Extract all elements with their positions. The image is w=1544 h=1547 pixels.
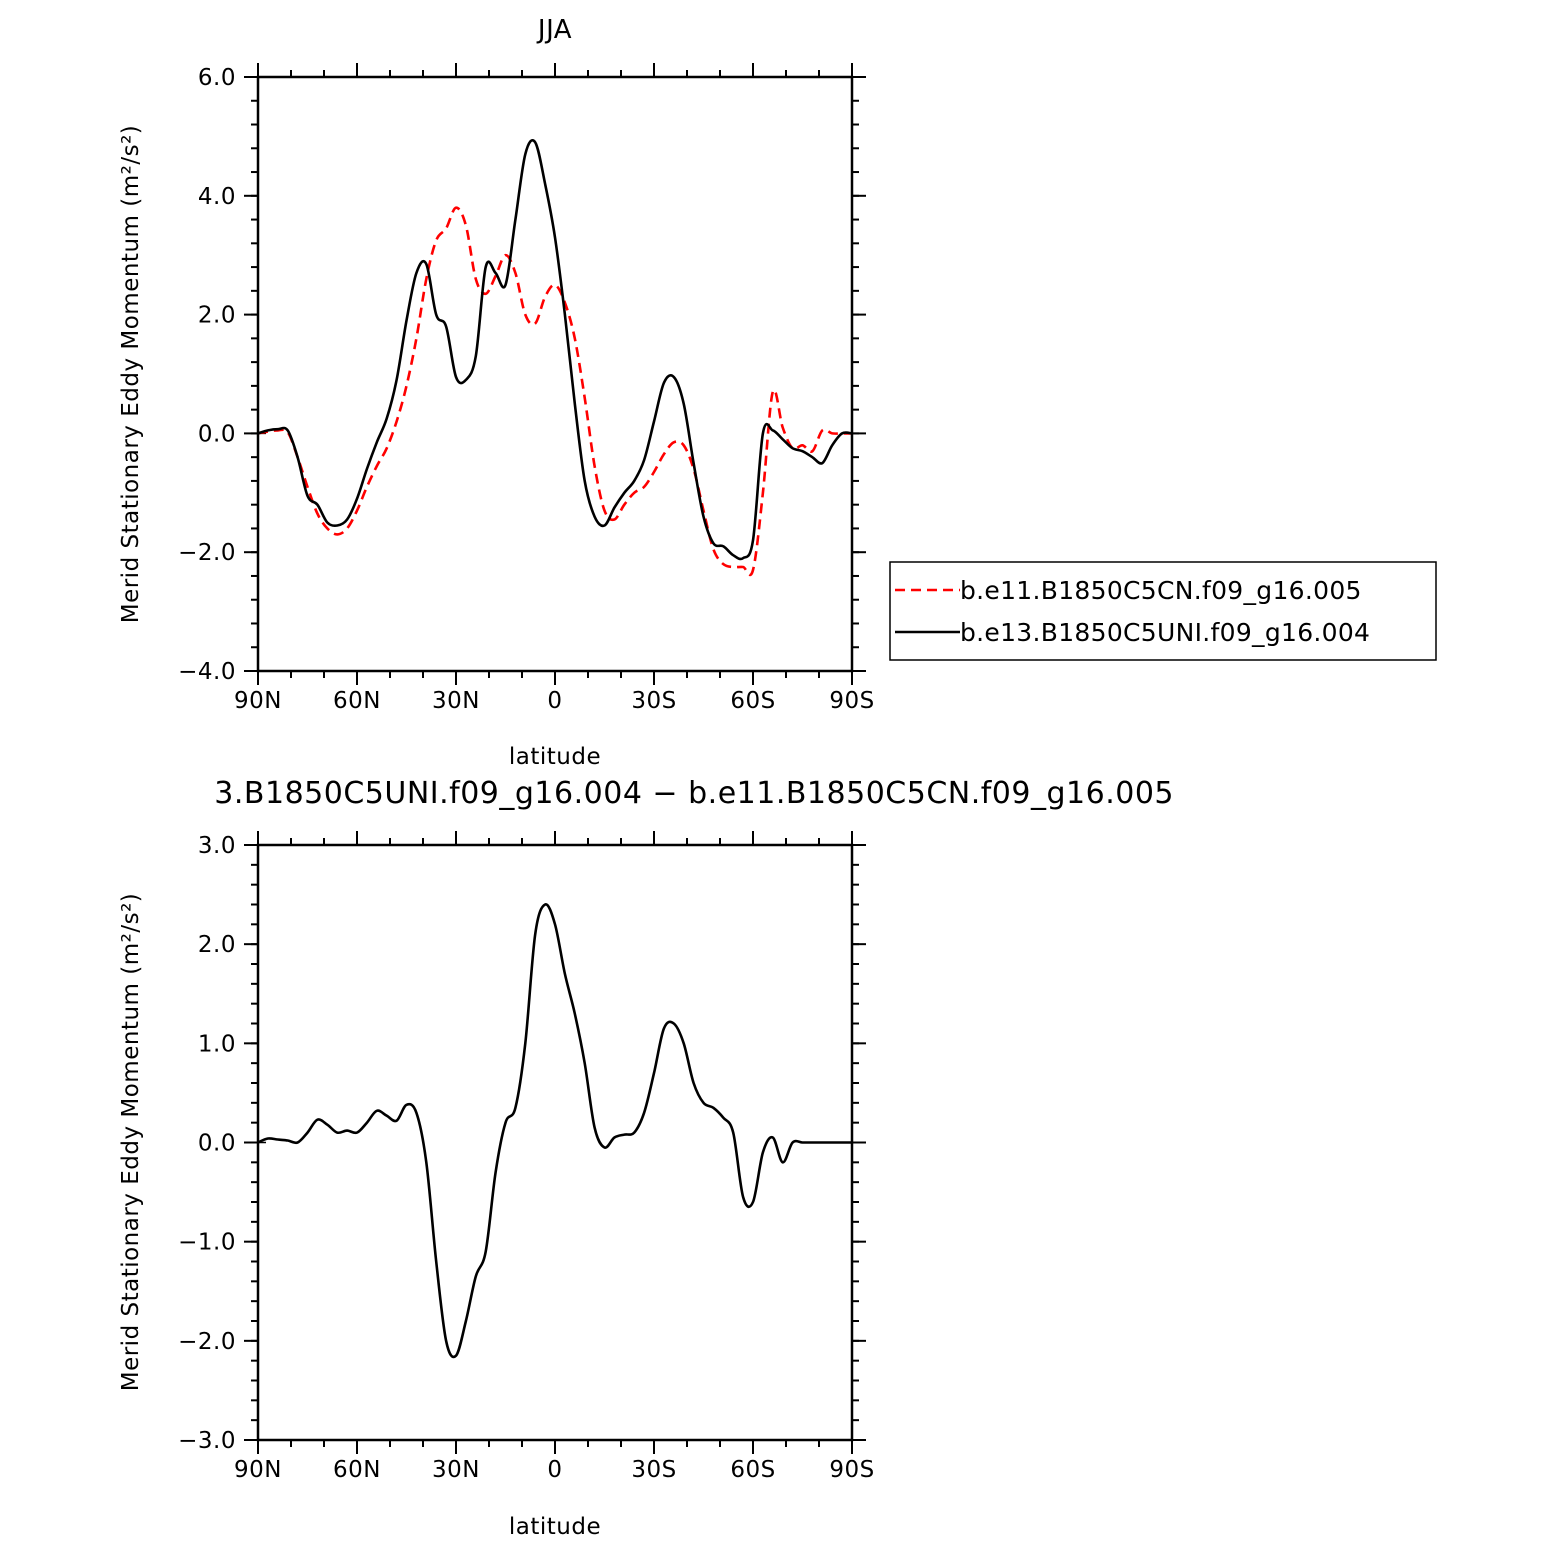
series-line-0	[257, 903, 852, 1359]
x-tick-label: 0	[547, 1457, 562, 1483]
x-tick-label: 30N	[432, 1457, 480, 1483]
y-tick-label: −2.0	[178, 1329, 236, 1355]
x-tick-label: 30N	[432, 688, 480, 714]
bottom-chart-ylabel: Merid Stationary Eddy Momentum (m²/s²)	[118, 893, 144, 1392]
top-chart-ticks: 90N 60N 30N 0 30S 60S 90S −4.0 −2.0 0.0 2.0 4.0 6.0	[178, 63, 874, 714]
y-tick-label: 6.0	[198, 65, 236, 91]
top-chart: JJA Merid Stationary Eddy Momentum (m²/s…	[118, 15, 1437, 770]
x-tick-label: 60N	[333, 1457, 381, 1483]
bottom-chart-title: 3.B1850C5UNI.f09_g16.004 − b.e11.B1850C5…	[214, 776, 1174, 811]
y-tick-label: −2.0	[178, 540, 236, 566]
bottom-chart-series	[257, 903, 852, 1359]
y-tick-label: −1.0	[178, 1230, 236, 1256]
x-tick-label: 90S	[829, 688, 874, 714]
bottom-chart-xlabel: latitude	[509, 1514, 601, 1540]
top-chart-frame	[256, 75, 854, 673]
top-chart-ylabel: Merid Stationary Eddy Momentum (m²/s²)	[118, 125, 144, 624]
legend-label-1: b.e13.B1850C5UNI.f09_g16.004	[960, 618, 1370, 647]
top-chart-xlabel: latitude	[509, 744, 601, 770]
x-tick-label: 0	[547, 688, 562, 714]
bottom-chart-ticks: 90N 60N 30N 0 30S 60S 90S −3.0 −2.0 −1.0 0.0 1.0 2.0…	[178, 831, 874, 1483]
y-tick-label: 3.0	[198, 833, 236, 859]
x-tick-label: 90N	[234, 1457, 282, 1483]
x-tick-label: 60S	[730, 688, 775, 714]
legend-box	[889, 561, 1437, 661]
x-tick-label: 30S	[631, 688, 676, 714]
series-line-0	[257, 206, 852, 577]
bottom-chart-frame	[256, 843, 854, 1442]
y-tick-label: 1.0	[198, 1031, 236, 1057]
top-chart-series	[257, 139, 853, 577]
x-tick-label: 60S	[730, 1457, 775, 1483]
x-tick-label: 60N	[333, 688, 381, 714]
y-tick-label: 4.0	[198, 184, 236, 210]
x-tick-label: 90S	[829, 1457, 874, 1483]
series-line-1	[257, 139, 853, 561]
bottom-chart: 3.B1850C5UNI.f09_g16.004 − b.e11.B1850C5…	[118, 776, 1174, 1540]
x-tick-label: 30S	[631, 1457, 676, 1483]
top-chart-legend: b.e11.B1850C5CN.f09_g16.005 b.e13.B1850C…	[889, 561, 1437, 661]
y-tick-label: 2.0	[198, 303, 236, 329]
y-tick-label: 0.0	[198, 1131, 236, 1157]
legend-label-0: b.e11.B1850C5CN.f09_g16.005	[960, 576, 1362, 605]
x-tick-label: 90N	[234, 688, 282, 714]
y-tick-label: −4.0	[178, 659, 236, 685]
top-chart-title: JJA	[536, 15, 572, 45]
y-tick-label: −3.0	[178, 1428, 236, 1454]
y-tick-label: 2.0	[198, 932, 236, 958]
y-tick-label: 0.0	[198, 421, 236, 447]
